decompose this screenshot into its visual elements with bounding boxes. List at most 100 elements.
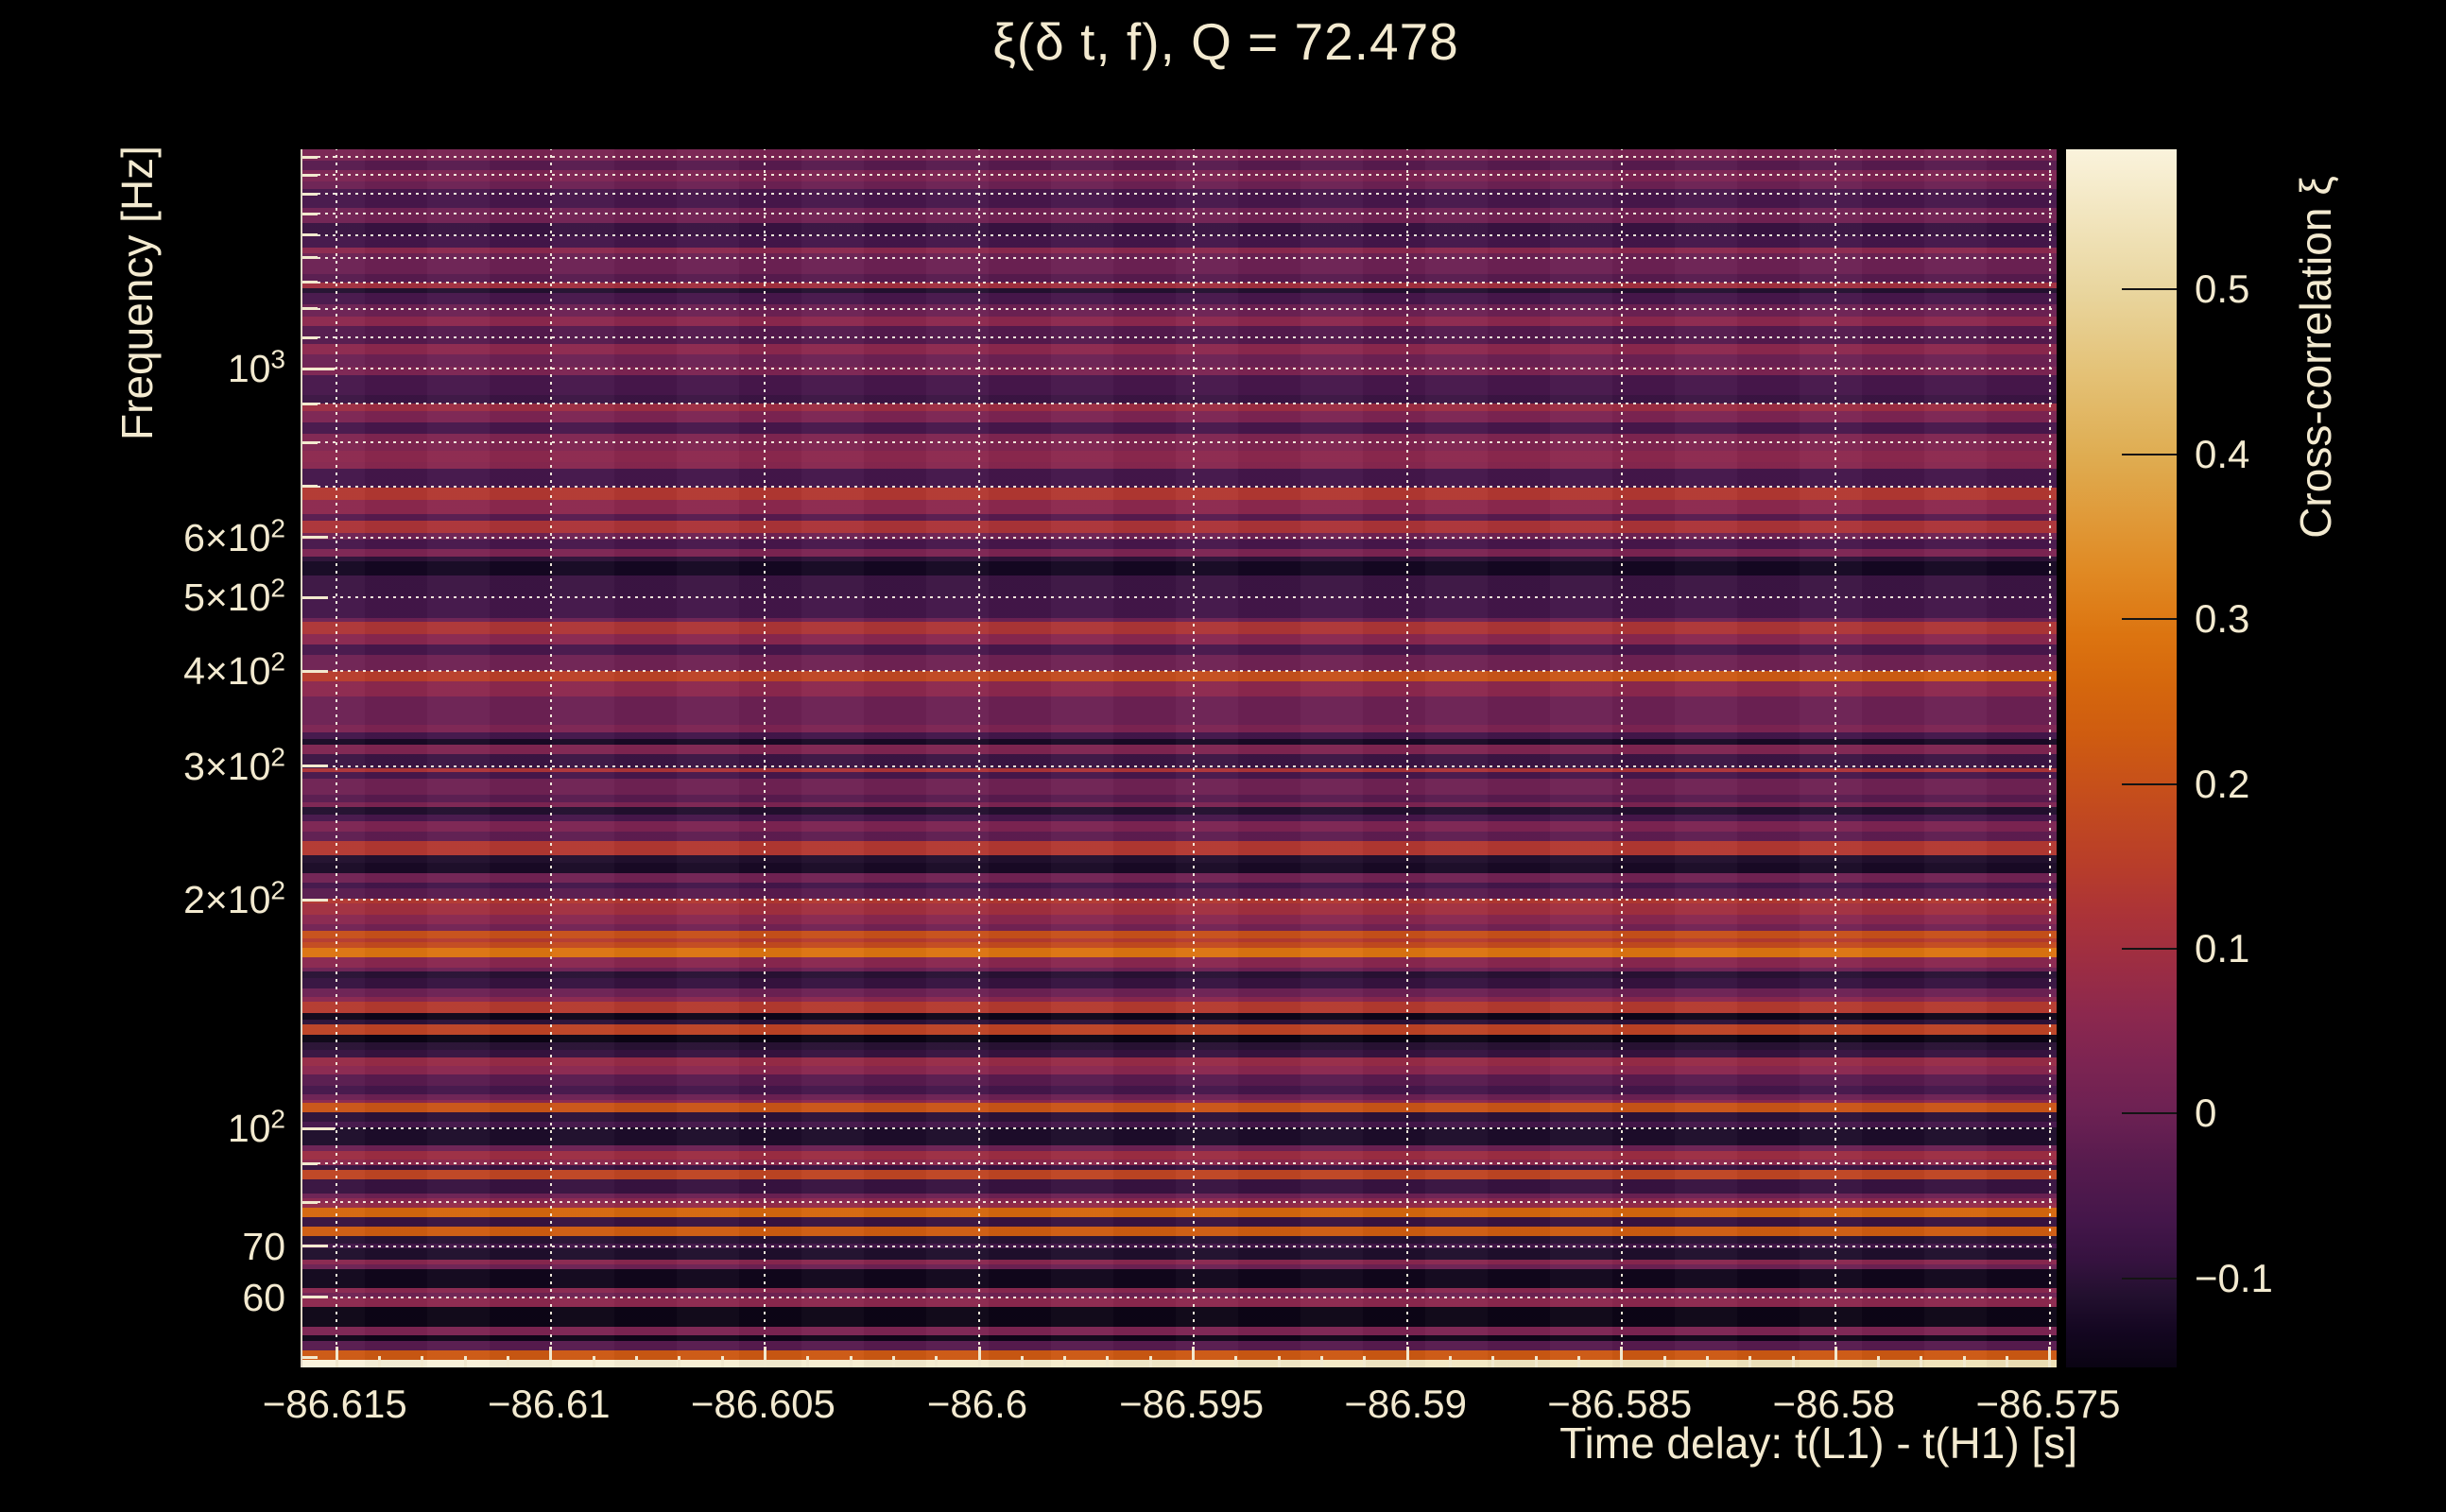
x-tick-mark: [1491, 1356, 1495, 1367]
x-tick-mark: [935, 1356, 939, 1367]
colorbar: [2066, 149, 2177, 1367]
y-tick-mark: [302, 1245, 328, 1248]
colorbar-tick-label: 0.2: [2195, 761, 2250, 806]
heatmap-row: [302, 469, 2057, 488]
x-tick-mark: [421, 1356, 424, 1367]
heatmap-row: [302, 561, 2057, 576]
x-tick-mark: [806, 1356, 810, 1367]
heatmap-row: [302, 404, 2057, 412]
heatmap-row: [302, 1169, 2057, 1179]
y-tick-mark: [302, 281, 318, 284]
heatmap-row: [302, 1034, 2057, 1042]
gridline-h: [302, 403, 2057, 405]
heatmap-row: [302, 1103, 2057, 1113]
heatmap-row: [302, 967, 2057, 972]
heatmap-rows: [302, 149, 2057, 1367]
heatmap-row: [302, 1236, 2057, 1244]
gridline-h: [302, 281, 2057, 284]
heatmap-row: [302, 303, 2057, 317]
heatmap-row: [302, 325, 2057, 345]
heatmap-row: [302, 915, 2057, 924]
colorbar-tick-mark: [2122, 453, 2177, 455]
heatmap-row: [302, 1287, 2057, 1294]
gridline-v: [1192, 149, 1195, 1367]
x-tick-mark: [1020, 1356, 1024, 1367]
colorbar-tick-label: 0.4: [2195, 431, 2250, 476]
heatmap-row: [302, 1024, 2057, 1035]
x-tick-label: −86.585: [1547, 1382, 1693, 1426]
gridline-h: [302, 193, 2057, 195]
y-tick-mark: [302, 595, 328, 599]
y-tick-label-exponent: 2: [270, 742, 285, 772]
y-tick-mark: [302, 1296, 328, 1299]
heatmap-row: [302, 394, 2057, 404]
heatmap-row: [302, 207, 2057, 223]
x-tick-mark: [1277, 1356, 1281, 1367]
y-tick-label: 103: [0, 344, 285, 393]
heatmap-row: [302, 1340, 2057, 1350]
gridline-h: [302, 336, 2057, 339]
y-tick-label: 60: [0, 1273, 285, 1322]
heatmap-row: [302, 1263, 2057, 1269]
heatmap-row: [302, 533, 2057, 540]
gridline-h: [302, 765, 2057, 767]
y-tick-mark: [302, 898, 328, 902]
x-tick-mark: [763, 1347, 767, 1367]
heatmap-row: [302, 815, 2057, 821]
y-tick-label: 3×102: [0, 742, 285, 791]
heatmap-row: [302, 902, 2057, 916]
colorbar-title: Cross-correlation ξ: [2291, 176, 2340, 539]
gridline-v: [978, 149, 980, 1367]
x-tick-mark: [549, 1347, 553, 1367]
x-tick-mark: [507, 1356, 510, 1367]
x-tick-mark: [1106, 1356, 1110, 1367]
heatmap-row: [302, 732, 2057, 739]
heatmap-row: [302, 1247, 2057, 1260]
heatmap-row: [302, 1145, 2057, 1151]
heatmap-row: [302, 487, 2057, 501]
heatmap-row: [302, 923, 2057, 932]
colorbar-tick-label: −0.1: [2195, 1255, 2273, 1300]
x-tick-mark: [2006, 1356, 2009, 1367]
x-tick-label: −86.61: [488, 1382, 611, 1426]
y-tick-mark: [302, 440, 318, 444]
x-tick-label: −86.595: [1119, 1382, 1265, 1426]
colorbar-tick-label: 0.1: [2195, 925, 2250, 971]
gridline-h: [302, 368, 2057, 370]
x-tick-mark: [1363, 1356, 1367, 1367]
y-tick-label: 6×102: [0, 513, 285, 562]
x-tick-mark: [1705, 1356, 1709, 1367]
y-tick-label-exponent: 2: [270, 875, 285, 905]
heatmap-row: [302, 316, 2057, 326]
heatmap-row: [302, 1150, 2057, 1160]
heatmap-row: [302, 941, 2057, 948]
heatmap-row: [302, 247, 2057, 253]
x-tick-mark: [977, 1347, 981, 1367]
heatmap-row: [302, 235, 2057, 248]
x-tick-mark: [378, 1356, 382, 1367]
heatmap-row: [302, 771, 2057, 779]
heatmap-row: [302, 1001, 2057, 1013]
heatmap-row: [302, 451, 2057, 463]
heatmap-row: [302, 1085, 2057, 1094]
x-tick-label: −86.605: [690, 1382, 835, 1426]
heatmap-row: [302, 1074, 2057, 1086]
gridline-v: [1834, 149, 1837, 1367]
colorbar-tick-mark: [2122, 288, 2177, 291]
y-tick-label-base: 3×10: [183, 744, 271, 788]
gridline-h: [302, 1162, 2057, 1165]
y-tick-label-exponent: 3: [270, 344, 285, 374]
y-axis-tick-marks: [302, 149, 2057, 1367]
x-tick-mark: [1449, 1356, 1452, 1367]
heatmap-row: [302, 500, 2057, 514]
y-tick-label-base: 5×10: [183, 576, 271, 620]
x-tick-mark: [463, 1356, 467, 1367]
heatmap-row: [302, 273, 2057, 284]
heatmap-row: [302, 180, 2057, 189]
x-tick-mark: [678, 1356, 681, 1367]
heatmap-row: [302, 778, 2057, 796]
y-tick-label-base: 10: [227, 347, 271, 391]
x-tick-mark: [1877, 1356, 1881, 1367]
y-tick-mark: [302, 367, 335, 370]
gridline-h: [302, 596, 2057, 599]
